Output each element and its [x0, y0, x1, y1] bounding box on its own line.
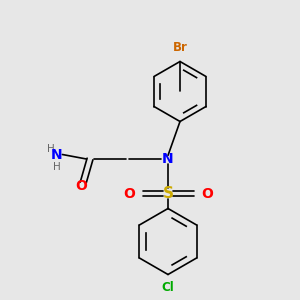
Text: O: O	[201, 187, 213, 200]
Text: N: N	[51, 148, 62, 162]
Text: H: H	[52, 162, 60, 172]
Text: Br: Br	[172, 41, 188, 54]
Text: S: S	[163, 186, 173, 201]
Text: N: N	[162, 152, 174, 166]
Text: O: O	[123, 187, 135, 200]
Text: Cl: Cl	[162, 281, 174, 294]
Text: O: O	[76, 179, 88, 193]
Text: H: H	[47, 144, 55, 154]
